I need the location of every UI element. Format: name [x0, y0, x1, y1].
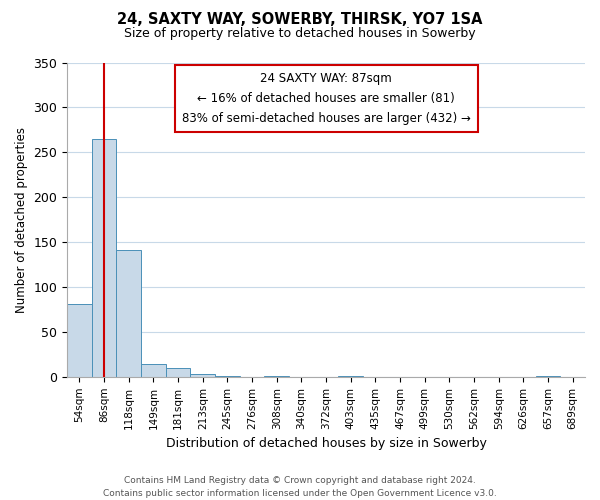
- Text: 24, SAXTY WAY, SOWERBY, THIRSK, YO7 1SA: 24, SAXTY WAY, SOWERBY, THIRSK, YO7 1SA: [117, 12, 483, 28]
- Bar: [166, 368, 190, 377]
- Y-axis label: Number of detached properties: Number of detached properties: [15, 126, 28, 312]
- Bar: [116, 250, 141, 377]
- Bar: [190, 374, 215, 377]
- Bar: [215, 376, 240, 377]
- Bar: [67, 304, 92, 377]
- X-axis label: Distribution of detached houses by size in Sowerby: Distribution of detached houses by size …: [166, 437, 487, 450]
- Text: Contains HM Land Registry data © Crown copyright and database right 2024.
Contai: Contains HM Land Registry data © Crown c…: [103, 476, 497, 498]
- Text: 24 SAXTY WAY: 87sqm
← 16% of detached houses are smaller (81)
83% of semi-detach: 24 SAXTY WAY: 87sqm ← 16% of detached ho…: [182, 72, 470, 125]
- Bar: [265, 376, 289, 377]
- Bar: [536, 376, 560, 377]
- Bar: [338, 376, 363, 377]
- Text: Size of property relative to detached houses in Sowerby: Size of property relative to detached ho…: [124, 28, 476, 40]
- Bar: [92, 139, 116, 377]
- Bar: [141, 364, 166, 377]
